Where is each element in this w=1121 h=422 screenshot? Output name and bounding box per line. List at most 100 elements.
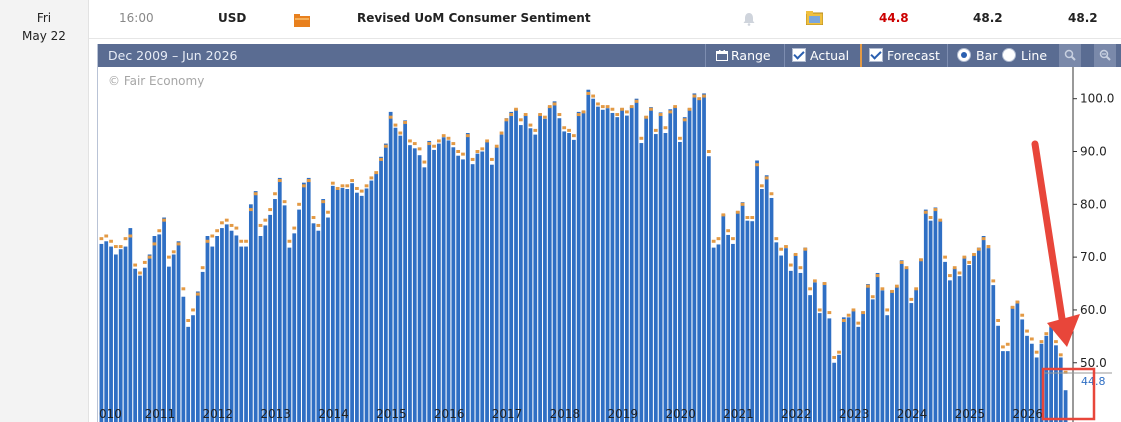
actual-bar[interactable] — [475, 153, 480, 422]
actual-bar[interactable] — [99, 243, 104, 422]
actual-bar[interactable] — [981, 236, 986, 422]
actual-bar[interactable] — [297, 209, 301, 422]
actual-bar[interactable] — [899, 260, 904, 422]
actual-bar[interactable] — [195, 291, 200, 422]
actual-bar[interactable] — [215, 236, 219, 422]
actual-bar[interactable] — [369, 180, 374, 422]
actual-bar[interactable] — [914, 289, 919, 422]
actual-bar[interactable] — [480, 151, 485, 422]
actual-bar[interactable] — [446, 140, 451, 422]
actual-bar[interactable] — [629, 106, 634, 422]
actual-bar[interactable] — [451, 147, 456, 422]
actual-bar[interactable] — [841, 317, 846, 422]
actual-bar[interactable] — [181, 296, 186, 422]
calendar-row[interactable]: 16:00 USD Revised UoM Consumer Sentiment… — [89, 0, 1121, 39]
actual-bar[interactable] — [996, 325, 1000, 422]
actual-bar[interactable] — [755, 160, 759, 422]
actual-bar[interactable] — [769, 197, 774, 422]
actual-bar[interactable] — [591, 98, 596, 422]
actual-bar[interactable] — [528, 128, 533, 422]
actual-bar[interactable] — [277, 177, 282, 422]
actual-bar[interactable] — [138, 275, 142, 422]
actual-bar[interactable] — [350, 183, 354, 422]
actual-bar[interactable] — [109, 246, 113, 422]
actual-bar[interactable] — [1054, 345, 1058, 422]
actual-bar[interactable] — [870, 299, 875, 422]
actual-bar[interactable] — [1020, 319, 1025, 422]
actual-bar[interactable] — [152, 236, 157, 422]
actual-bar[interactable] — [610, 112, 615, 422]
actual-bar[interactable] — [427, 140, 432, 422]
actual-bar[interactable] — [147, 254, 152, 422]
actual-bar[interactable] — [359, 195, 364, 422]
actual-bar[interactable] — [788, 270, 793, 422]
zoom-out-icon[interactable] — [1094, 44, 1116, 67]
actual-bar[interactable] — [123, 246, 128, 422]
actual-bar[interactable] — [793, 253, 798, 422]
actual-bar[interactable] — [171, 254, 176, 422]
actual-bar[interactable] — [986, 248, 991, 422]
actual-bar[interactable] — [494, 147, 499, 422]
actual-bar[interactable] — [335, 189, 340, 422]
actual-bar[interactable] — [470, 164, 475, 422]
actual-bar[interactable] — [808, 295, 812, 422]
actual-bar[interactable] — [687, 108, 692, 422]
actual-bar[interactable] — [499, 134, 504, 422]
actual-bar[interactable] — [972, 254, 976, 422]
actual-bar[interactable] — [552, 101, 557, 422]
actual-bar[interactable] — [1005, 351, 1010, 422]
actual-bar[interactable] — [933, 207, 938, 422]
actual-bar[interactable] — [735, 211, 740, 422]
actual-bar[interactable] — [600, 109, 605, 422]
actual-bar[interactable] — [408, 145, 412, 422]
actual-bar[interactable] — [412, 148, 417, 422]
actual-bar[interactable] — [571, 139, 576, 422]
actual-bar[interactable] — [543, 118, 547, 422]
actual-bar[interactable] — [952, 268, 957, 422]
actual-bar[interactable] — [673, 107, 677, 422]
actual-bar[interactable] — [538, 114, 542, 422]
actual-bar[interactable] — [702, 93, 706, 422]
actual-bar[interactable] — [943, 261, 947, 422]
actual-bar[interactable] — [258, 236, 263, 422]
actual-bar[interactable] — [133, 268, 138, 422]
actual-bar[interactable] — [745, 220, 750, 422]
actual-bar[interactable] — [205, 236, 210, 422]
actual-bar[interactable] — [803, 247, 808, 422]
actual-bar[interactable] — [567, 133, 571, 422]
actual-bar[interactable] — [210, 246, 215, 422]
actual-bar[interactable] — [967, 265, 972, 422]
actual-bar[interactable] — [239, 246, 244, 422]
actual-bar[interactable] — [229, 230, 234, 422]
actual-bar[interactable] — [176, 241, 181, 422]
actual-bar[interactable] — [663, 133, 668, 422]
actual-bar[interactable] — [224, 224, 229, 422]
actual-bar[interactable] — [856, 326, 861, 422]
actual-bar[interactable] — [682, 117, 687, 422]
actual-bar[interactable] — [456, 155, 461, 422]
actual-checkbox[interactable] — [792, 48, 806, 62]
actual-bar[interactable] — [764, 175, 769, 422]
history-bar-chart[interactable]: 50.0 60.0 70.0 80.0 90.0 100.0 010 2011 2012 201… — [98, 67, 1121, 422]
actual-bar[interactable] — [374, 173, 379, 422]
actual-bar[interactable] — [711, 247, 716, 422]
actual-bar[interactable] — [779, 255, 784, 422]
bell-icon[interactable] — [743, 11, 755, 26]
actual-bar[interactable] — [244, 246, 248, 422]
actual-bar[interactable] — [976, 247, 981, 422]
actual-bar[interactable] — [321, 199, 326, 422]
actual-bar[interactable] — [634, 98, 639, 422]
actual-bar[interactable] — [875, 272, 880, 422]
actual-bar[interactable] — [523, 115, 528, 422]
actual-bar[interactable] — [104, 241, 109, 422]
actual-bar[interactable] — [957, 276, 962, 422]
actual-bar[interactable] — [653, 134, 658, 422]
actual-bar[interactable] — [822, 282, 827, 422]
actual-bar[interactable] — [485, 141, 489, 422]
forecast-checkbox[interactable] — [869, 48, 883, 62]
actual-bar[interactable] — [576, 111, 581, 422]
actual-bar[interactable] — [909, 303, 914, 422]
actual-bar[interactable] — [581, 111, 586, 422]
actual-bar[interactable] — [639, 143, 644, 422]
actual-bar[interactable] — [620, 108, 624, 422]
